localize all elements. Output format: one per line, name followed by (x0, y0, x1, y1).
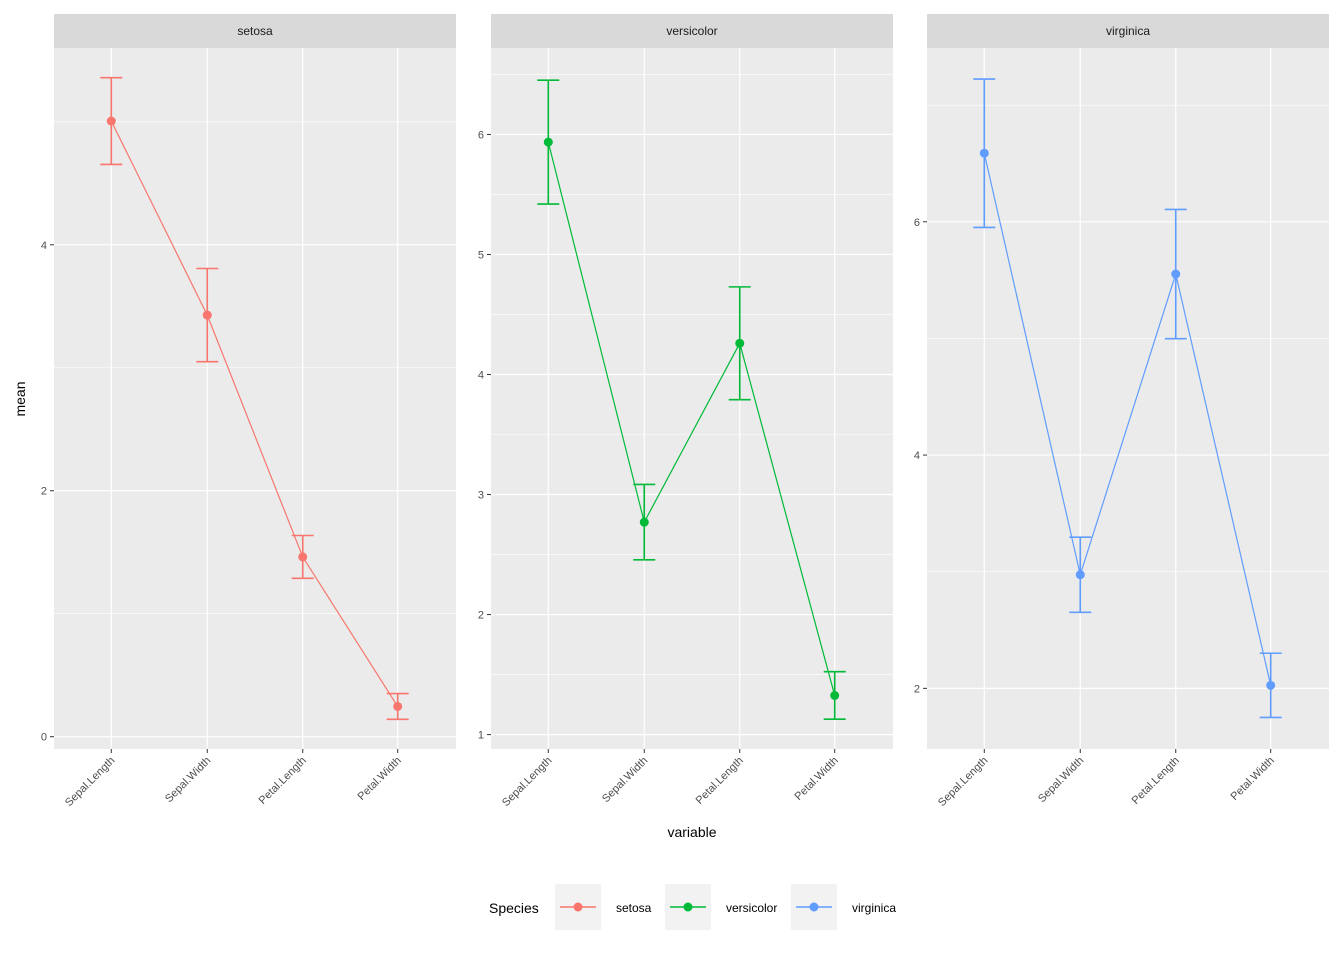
x-tick-label: Petal.Length (257, 755, 309, 807)
data-point (543, 137, 553, 147)
y-tick-label: 2 (41, 486, 47, 498)
legend-title: Species (489, 900, 539, 916)
panel-setosa: setosa 0 2 4 Sepal.Length Sepal.Width Petal.Le… (41, 14, 456, 809)
x-tick-label: Petal.Width (1229, 755, 1277, 803)
legend-key-point (683, 902, 693, 912)
data-point (202, 310, 212, 320)
y-tick-label: 4 (914, 450, 920, 462)
data-point (393, 701, 403, 711)
legend-item-versicolor: versicolor (665, 884, 777, 930)
series-line-setosa (110, 120, 399, 707)
legend-key-point (573, 902, 583, 912)
legend-item-setosa: setosa (555, 884, 652, 930)
data-point (1266, 680, 1276, 690)
series-line-versicolor (547, 141, 836, 696)
strip-setosa (54, 14, 456, 48)
legend-label: setosa (616, 901, 652, 915)
data-point (979, 148, 989, 158)
x-axis-title: variable (667, 824, 716, 840)
x-tick-label: Petal.Length (1130, 755, 1182, 807)
panel-background (927, 48, 1329, 749)
series-line-virginica (983, 153, 1272, 686)
data-point (1171, 269, 1181, 279)
legend: Species setosa versicolor virginica (489, 884, 896, 930)
x-tick-label: Petal.Length (694, 755, 746, 807)
legend-label: virginica (852, 901, 896, 915)
strip-virginica (927, 14, 1329, 48)
x-tick-label: Sepal.Length (500, 755, 554, 809)
x-tick-label: Petal.Width (356, 755, 404, 803)
x-tick-label: Sepal.Length (63, 755, 117, 809)
strip-label: versicolor (666, 24, 717, 38)
y-tick-label: 0 (41, 732, 47, 744)
y-tick-label: 5 (478, 249, 484, 261)
strip-label: virginica (1106, 24, 1150, 38)
panel-background (491, 48, 893, 749)
y-tick-label: 1 (478, 730, 484, 742)
legend-item-virginica: virginica (791, 884, 896, 930)
x-tick-label: Sepal.Width (163, 755, 213, 805)
y-tick-label: 3 (478, 490, 484, 502)
x-tick-label: Sepal.Width (600, 755, 650, 805)
panel-background (54, 48, 456, 749)
strip-label: setosa (237, 24, 273, 38)
x-tick-label: Sepal.Width (1036, 755, 1086, 805)
data-point (830, 690, 840, 700)
y-axis-title: mean (12, 381, 28, 416)
data-point (735, 338, 745, 348)
y-tick-label: 4 (41, 240, 47, 252)
legend-label: versicolor (726, 901, 777, 915)
x-tick-label: Sepal.Length (936, 755, 990, 809)
panel-virginica: virginica 2 4 6 Sepal.Length Sepal.Width Petal… (914, 14, 1329, 809)
data-point (639, 517, 649, 527)
data-point (106, 116, 116, 126)
legend-key-point (809, 902, 819, 912)
y-tick-label: 4 (478, 369, 484, 381)
data-point (298, 552, 308, 562)
x-tick-label: Petal.Width (793, 755, 841, 803)
panel-versicolor: versicolor 1 2 3 4 5 6 Sepal.Length Sepal.Width P… (478, 14, 893, 809)
y-tick-label: 2 (478, 610, 484, 622)
data-point (1075, 570, 1085, 580)
strip-versicolor (491, 14, 893, 48)
y-tick-label: 6 (914, 217, 920, 229)
y-tick-label: 2 (914, 683, 920, 695)
y-tick-label: 6 (478, 129, 484, 141)
